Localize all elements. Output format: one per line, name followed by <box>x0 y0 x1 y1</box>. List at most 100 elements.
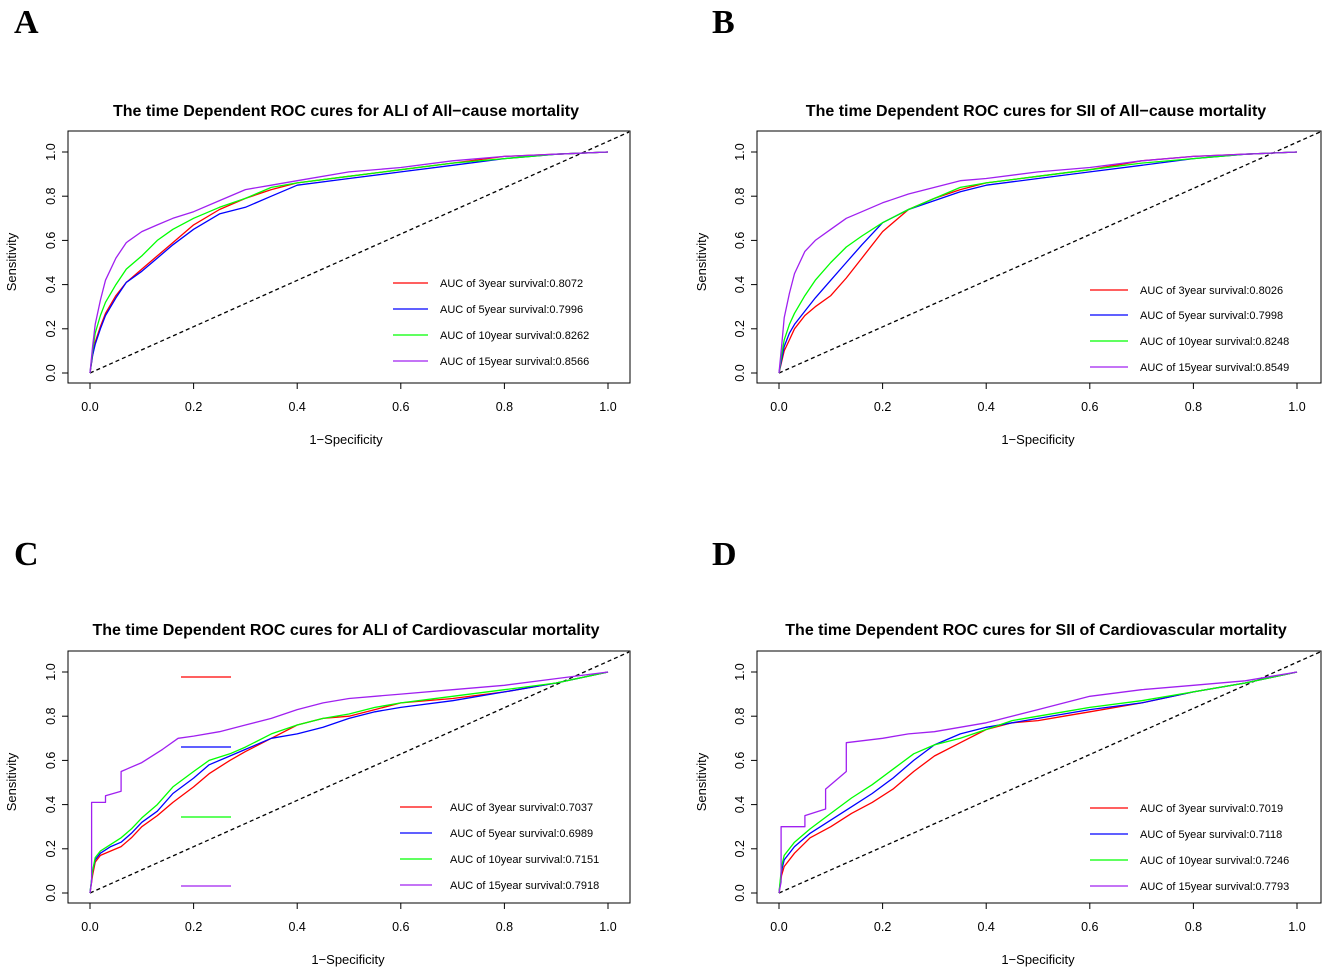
y-tick-label: 0.6 <box>733 232 747 249</box>
y-tick-label: 0.2 <box>733 840 747 857</box>
y-tick-label: 0.8 <box>44 707 58 724</box>
plot-frame <box>756 650 1322 904</box>
legend-label: AUC of 15year survival:0.7793 <box>1140 881 1289 893</box>
panel-d: D The time Dependent ROC cures for SII o… <box>694 536 1322 967</box>
roc-curve-2 <box>89 151 609 374</box>
roc-curve-4 <box>778 671 1298 894</box>
y-axis-label: Sensitivity <box>4 232 19 291</box>
y-axis-label: Sensitivity <box>694 752 709 811</box>
y-tick-label: 0.6 <box>44 752 58 769</box>
legend-label: AUC of 10year survival:0.8248 <box>1140 336 1289 348</box>
x-tick-label: 0.8 <box>1185 400 1202 414</box>
panel-c: C The time Dependent ROC cures for ALI o… <box>4 536 631 967</box>
x-tick-label: 0.6 <box>392 920 409 934</box>
roc-curve-3 <box>778 671 1298 894</box>
roc-curve-3 <box>89 151 609 374</box>
y-tick-label: 0.2 <box>44 320 58 337</box>
panel-label-d: D <box>712 536 737 573</box>
x-tick-label: 1.0 <box>599 920 616 934</box>
y-tick-label: 1.0 <box>733 143 747 160</box>
x-tick-label: 0.0 <box>770 920 787 934</box>
reference-diagonal <box>89 651 630 894</box>
y-tick-label: 1.0 <box>733 663 747 680</box>
legend-label: AUC of 10year survival:0.8262 <box>440 330 589 342</box>
x-tick-label: 0.6 <box>1081 920 1098 934</box>
y-tick-label: 0.0 <box>733 884 747 901</box>
y-tick-label: 0.2 <box>733 320 747 337</box>
y-tick-label: 0.6 <box>44 232 58 249</box>
roc-curve-2 <box>89 671 609 894</box>
legend-label: AUC of 3year survival:0.7037 <box>450 802 593 814</box>
x-tick-label: 0.4 <box>978 400 995 414</box>
reference-diagonal <box>778 131 1321 374</box>
x-tick-label: 0.6 <box>1081 400 1098 414</box>
x-tick-label: 0.0 <box>81 920 98 934</box>
panel-label-b: B <box>712 4 735 41</box>
x-axis-label: 1−Specificity <box>1001 952 1075 967</box>
roc-curve-4 <box>778 151 1298 374</box>
y-tick-label: 1.0 <box>44 143 58 160</box>
x-tick-label: 1.0 <box>1288 920 1305 934</box>
x-tick-label: 0.0 <box>770 400 787 414</box>
legend-label: AUC of 10year survival:0.7246 <box>1140 855 1289 867</box>
chart-title: The time Dependent ROC cures for SII of … <box>785 622 1287 639</box>
x-tick-label: 0.2 <box>185 920 202 934</box>
roc-curve-4 <box>89 671 609 894</box>
x-tick-label: 1.0 <box>1288 400 1305 414</box>
chart-title: The time Dependent ROC cures for ALI of … <box>113 103 579 120</box>
chart-title: The time Dependent ROC cures for ALI of … <box>92 622 599 639</box>
x-axis-label: 1−Specificity <box>309 432 383 447</box>
x-tick-label: 0.8 <box>496 920 513 934</box>
y-tick-label: 0.6 <box>733 752 747 769</box>
plot-frame <box>756 130 1322 384</box>
legend-label: AUC of 10year survival:0.7151 <box>450 854 599 866</box>
x-tick-label: 0.8 <box>1185 920 1202 934</box>
y-tick-label: 0.4 <box>44 796 58 813</box>
legend-label: AUC of 5year survival:0.7998 <box>1140 310 1283 322</box>
chart-title: The time Dependent ROC cures for SII of … <box>806 103 1267 120</box>
x-tick-label: 1.0 <box>599 400 616 414</box>
y-tick-label: 0.8 <box>733 707 747 724</box>
x-axis-label: 1−Specificity <box>311 952 385 967</box>
legend-label: AUC of 5year survival:0.7996 <box>440 304 583 316</box>
x-tick-label: 0.8 <box>496 400 513 414</box>
roc-curve-3 <box>778 151 1298 374</box>
roc-curve-1 <box>778 151 1298 374</box>
reference-diagonal <box>778 651 1321 894</box>
roc-curve-3 <box>89 671 609 894</box>
y-tick-label: 1.0 <box>44 663 58 680</box>
panel-label-a: A <box>14 4 39 41</box>
y-tick-label: 0.8 <box>733 187 747 204</box>
legend-label: AUC of 5year survival:0.6989 <box>450 828 593 840</box>
x-tick-label: 0.0 <box>81 400 98 414</box>
x-tick-label: 0.6 <box>392 400 409 414</box>
reference-diagonal <box>89 131 630 374</box>
legend-label: AUC of 3year survival:0.7019 <box>1140 803 1283 815</box>
x-tick-label: 0.2 <box>185 400 202 414</box>
y-tick-label: 0.0 <box>44 884 58 901</box>
y-tick-label: 0.0 <box>733 364 747 381</box>
x-tick-label: 0.2 <box>874 400 891 414</box>
legend-label: AUC of 15year survival:0.8549 <box>1140 362 1289 374</box>
plot-frame <box>67 130 631 384</box>
y-tick-label: 0.8 <box>44 187 58 204</box>
y-tick-label: 0.0 <box>44 364 58 381</box>
y-tick-label: 0.4 <box>733 276 747 293</box>
legend-label: AUC of 3year survival:0.8026 <box>1140 285 1283 297</box>
plot-frame <box>67 650 631 904</box>
x-tick-label: 0.4 <box>978 920 995 934</box>
roc-curve-1 <box>778 671 1298 894</box>
x-tick-label: 0.4 <box>289 920 306 934</box>
roc-curve-4 <box>89 151 609 374</box>
y-tick-label: 0.4 <box>44 276 58 293</box>
panel-label-c: C <box>14 536 39 573</box>
legend-label: AUC of 15year survival:0.8566 <box>440 356 589 368</box>
legend-label: AUC of 5year survival:0.7118 <box>1140 829 1282 841</box>
panel-a: A The time Dependent ROC cures for ALI o… <box>4 4 631 447</box>
y-axis-label: Sensitivity <box>694 232 709 291</box>
x-axis-label: 1−Specificity <box>1001 432 1075 447</box>
legend-label: AUC of 3year survival:0.8072 <box>440 278 583 290</box>
y-axis-label: Sensitivity <box>4 752 19 811</box>
x-tick-label: 0.2 <box>874 920 891 934</box>
